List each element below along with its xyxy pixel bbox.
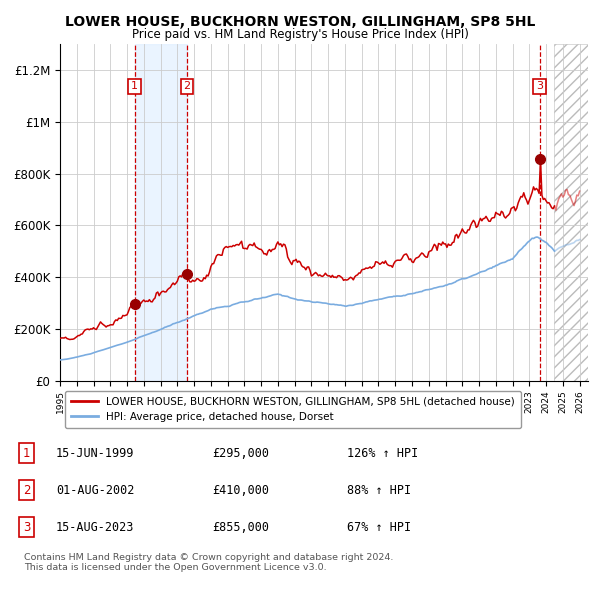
Text: 2: 2 [184, 81, 191, 91]
Bar [554, 44, 588, 381]
Text: £855,000: £855,000 [212, 521, 269, 534]
Bar [135, 44, 187, 381]
Text: LOWER HOUSE, BUCKHORN WESTON, GILLINGHAM, SP8 5HL: LOWER HOUSE, BUCKHORN WESTON, GILLINGHAM… [65, 15, 535, 29]
Text: 3: 3 [23, 521, 31, 534]
Legend: LOWER HOUSE, BUCKHORN WESTON, GILLINGHAM, SP8 5HL (detached house), HPI: Average: LOWER HOUSE, BUCKHORN WESTON, GILLINGHAM… [65, 391, 521, 428]
Text: 88% ↑ HPI: 88% ↑ HPI [347, 484, 411, 497]
Text: 15-JUN-1999: 15-JUN-1999 [56, 447, 134, 460]
Text: Contains HM Land Registry data © Crown copyright and database right 2024.
This d: Contains HM Land Registry data © Crown c… [24, 553, 393, 572]
Text: 126% ↑ HPI: 126% ↑ HPI [347, 447, 418, 460]
Text: 15-AUG-2023: 15-AUG-2023 [56, 521, 134, 534]
Text: £410,000: £410,000 [212, 484, 269, 497]
Text: 3: 3 [536, 81, 543, 91]
Text: 67% ↑ HPI: 67% ↑ HPI [347, 521, 411, 534]
Bar [554, 44, 588, 381]
Text: Price paid vs. HM Land Registry's House Price Index (HPI): Price paid vs. HM Land Registry's House … [131, 28, 469, 41]
Text: £295,000: £295,000 [212, 447, 269, 460]
Text: 1: 1 [131, 81, 138, 91]
Text: 2: 2 [23, 484, 31, 497]
Text: 01-AUG-2002: 01-AUG-2002 [56, 484, 134, 497]
Text: 1: 1 [23, 447, 31, 460]
